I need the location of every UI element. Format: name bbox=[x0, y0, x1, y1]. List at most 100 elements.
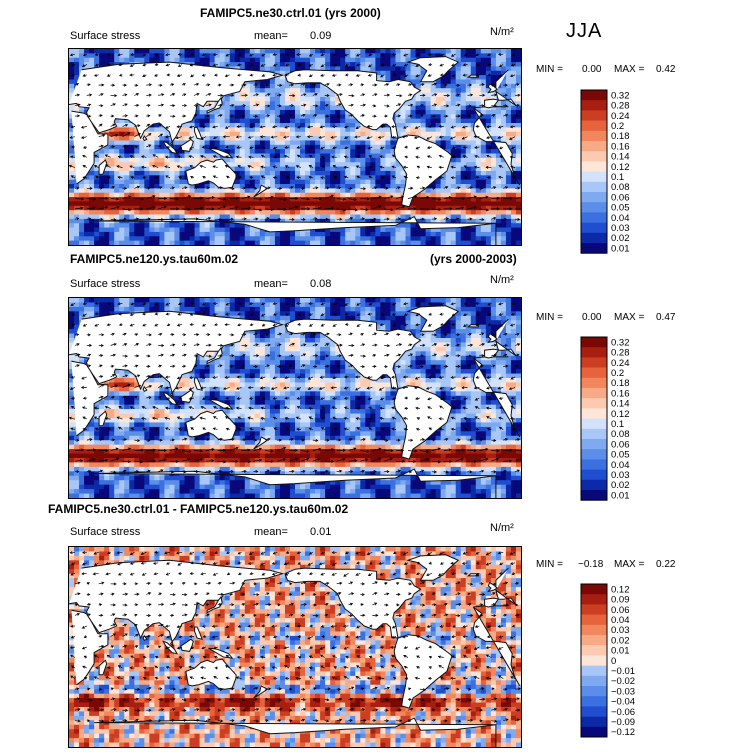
field-cell bbox=[505, 166, 512, 172]
field-cell bbox=[345, 114, 351, 120]
field-cell bbox=[380, 236, 386, 242]
field-cell bbox=[114, 205, 120, 211]
field-cell bbox=[410, 223, 417, 229]
field-cell bbox=[465, 197, 472, 203]
field-cell bbox=[465, 153, 472, 159]
field-cell bbox=[139, 184, 145, 189]
field-cell bbox=[515, 184, 521, 189]
field-cell bbox=[259, 118, 266, 124]
field-cell bbox=[244, 49, 251, 54]
wind-arrow bbox=[225, 155, 230, 159]
field-cell bbox=[415, 197, 422, 203]
field-cell bbox=[144, 197, 150, 203]
field-cell bbox=[305, 131, 311, 137]
field-cell bbox=[455, 157, 462, 163]
field-cell bbox=[385, 144, 392, 150]
field-cell bbox=[134, 223, 140, 229]
field-cell bbox=[269, 149, 276, 155]
field-cell bbox=[259, 197, 266, 203]
field-cell bbox=[94, 53, 100, 59]
field-cell bbox=[189, 214, 196, 220]
wind-arrow bbox=[426, 165, 432, 169]
field-cell bbox=[199, 227, 206, 233]
field-cell bbox=[209, 140, 216, 146]
field-cell bbox=[249, 83, 256, 89]
field-cell bbox=[405, 210, 412, 216]
field-cell bbox=[515, 298, 521, 304]
field-cell bbox=[300, 157, 306, 163]
field-cell bbox=[495, 175, 502, 181]
field-cell bbox=[465, 49, 472, 54]
field-cell bbox=[194, 57, 201, 63]
field-cell bbox=[390, 179, 397, 185]
field-cell bbox=[284, 306, 291, 312]
field-cell bbox=[214, 53, 221, 59]
field-cell bbox=[335, 157, 341, 163]
field-cell bbox=[224, 306, 231, 312]
field-cell bbox=[305, 53, 311, 59]
wind-arrow bbox=[74, 103, 81, 107]
field-cell bbox=[69, 140, 75, 146]
field-cell bbox=[204, 188, 211, 194]
field-cell bbox=[435, 201, 442, 207]
field-cell bbox=[269, 306, 276, 312]
field-cell bbox=[259, 140, 266, 146]
field-cell bbox=[189, 184, 196, 189]
field-cell bbox=[335, 131, 341, 137]
wind-arrow bbox=[93, 73, 99, 77]
field-cell bbox=[204, 62, 211, 68]
field-cell bbox=[234, 184, 241, 189]
field-cell bbox=[395, 214, 402, 220]
field-cell bbox=[69, 231, 75, 237]
field-cell bbox=[204, 101, 211, 107]
field-cell bbox=[214, 127, 221, 133]
field-cell bbox=[490, 66, 497, 72]
field-cell bbox=[189, 153, 196, 159]
field-cell bbox=[310, 96, 316, 102]
wind-arrow bbox=[462, 73, 468, 77]
wind-arrow bbox=[193, 104, 199, 108]
field-cell bbox=[154, 298, 160, 304]
colorbar-swatch bbox=[581, 161, 607, 172]
field-cell bbox=[169, 197, 176, 203]
field-cell bbox=[109, 53, 115, 59]
wind-arrow bbox=[431, 103, 438, 107]
field-cell bbox=[179, 205, 186, 211]
field-cell bbox=[510, 136, 517, 142]
field-cell bbox=[289, 144, 296, 150]
field-cell bbox=[495, 57, 502, 63]
field-cell bbox=[505, 227, 512, 233]
field-cell bbox=[460, 166, 467, 172]
field-cell bbox=[320, 240, 326, 245]
field-cell bbox=[74, 298, 80, 304]
wind-arrow bbox=[491, 207, 500, 211]
wind-arrow bbox=[348, 217, 354, 220]
field-cell bbox=[480, 223, 487, 229]
wind-arrow bbox=[473, 135, 480, 139]
field-cell bbox=[139, 188, 145, 194]
field-cell bbox=[254, 118, 261, 124]
field-cell bbox=[330, 49, 336, 54]
field-cell bbox=[239, 227, 246, 233]
field-cell bbox=[480, 197, 487, 203]
field-cell bbox=[475, 96, 482, 102]
field-cell bbox=[325, 236, 331, 242]
field-cell bbox=[109, 127, 115, 133]
field-cell bbox=[410, 114, 417, 120]
field-cell bbox=[149, 231, 155, 237]
wind-arrow bbox=[134, 83, 139, 87]
field-cell bbox=[490, 114, 497, 120]
field-cell bbox=[99, 214, 105, 220]
field-cell bbox=[355, 227, 361, 233]
field-cell bbox=[415, 192, 422, 198]
field-cell bbox=[435, 298, 442, 304]
field-cell bbox=[129, 153, 135, 159]
wind-arrow bbox=[259, 135, 266, 139]
field-cell bbox=[239, 101, 246, 107]
field-cell bbox=[74, 197, 80, 203]
field-cell bbox=[320, 83, 326, 89]
field-cell bbox=[169, 205, 176, 211]
field-cell bbox=[279, 188, 286, 194]
field-cell bbox=[460, 201, 467, 207]
wind-arrow bbox=[451, 63, 456, 67]
